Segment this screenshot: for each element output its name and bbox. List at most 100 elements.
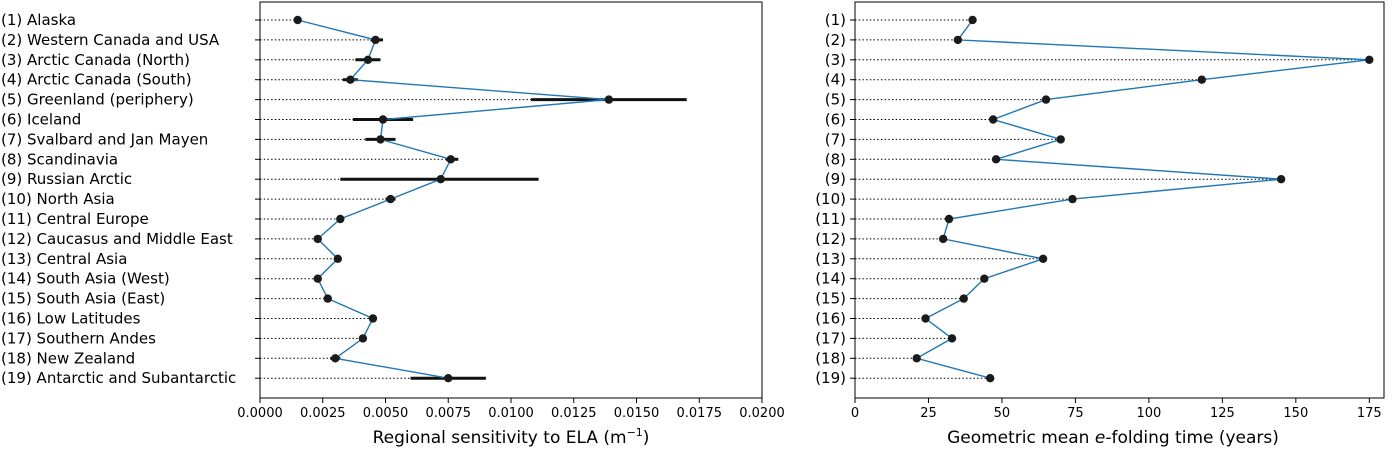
row-label: (8) bbox=[825, 150, 846, 168]
row-label: (6) bbox=[825, 111, 846, 129]
data-point bbox=[363, 55, 373, 64]
row-label: (5) bbox=[825, 91, 846, 109]
x-tick-label: 0.0200 bbox=[739, 406, 785, 421]
row-label: (7) bbox=[825, 130, 846, 148]
data-point bbox=[953, 35, 963, 45]
row-label: (17) Southern Andes bbox=[1, 329, 156, 347]
data-point bbox=[1276, 175, 1286, 184]
data-point bbox=[323, 294, 332, 303]
row-label: (7) Svalbard and Jan Mayen bbox=[1, 130, 208, 148]
data-point bbox=[912, 354, 921, 363]
data-point bbox=[386, 194, 395, 204]
x-tick-label: 0.0175 bbox=[677, 406, 723, 421]
x-tick-label: 0.0025 bbox=[300, 406, 346, 421]
row-label: (18) New Zealand bbox=[1, 349, 135, 367]
row-label: (3) bbox=[825, 51, 846, 69]
row-label: (10) bbox=[815, 190, 846, 208]
row-label: (4) bbox=[825, 71, 846, 89]
x-tick-label: 75 bbox=[1067, 406, 1084, 421]
panel-efolding: (1) (2) (3) (4) (5) (6)(7) (8) (9) (10) (11) (12) (… bbox=[815, 1, 1385, 448]
x-tick-label: 0.0000 bbox=[237, 406, 283, 421]
data-point bbox=[444, 374, 453, 383]
x-tick-label: 0.0100 bbox=[488, 406, 534, 421]
data-point bbox=[1068, 194, 1077, 204]
x-tick-label: 0.0150 bbox=[614, 406, 660, 421]
data-point bbox=[991, 155, 1001, 164]
row-label: (19) bbox=[815, 369, 846, 387]
data-point bbox=[346, 75, 355, 84]
data-point bbox=[988, 115, 998, 124]
row-label: (13) Central Asia bbox=[1, 250, 127, 268]
data-point bbox=[980, 274, 989, 283]
data-point bbox=[436, 175, 445, 184]
row-label: (14) South Asia (West) bbox=[1, 270, 170, 288]
row-label: (1) bbox=[825, 11, 846, 29]
data-point bbox=[1041, 95, 1051, 104]
data-point bbox=[368, 314, 378, 323]
row-label: (19) Antarctic and Subantarctic bbox=[1, 369, 236, 387]
row-label: (2) Western Canada and USA bbox=[1, 31, 220, 49]
data-point bbox=[959, 294, 968, 303]
row-label: (4) Arctic Canada (South) bbox=[1, 71, 192, 89]
x-tick-label: 175 bbox=[1357, 406, 1382, 421]
data-point bbox=[944, 214, 954, 224]
row-label: (11) Central Europe bbox=[1, 210, 149, 228]
row-label: (2) bbox=[825, 31, 846, 49]
data-point bbox=[376, 135, 385, 144]
data-point bbox=[1038, 254, 1048, 263]
row-label: (6) Iceland bbox=[1, 111, 81, 129]
row-label: (13) bbox=[815, 250, 846, 268]
data-point bbox=[968, 15, 977, 25]
data-point bbox=[313, 234, 322, 244]
x-tick-label: 125 bbox=[1210, 406, 1235, 421]
row-label: (15) South Asia (East) bbox=[1, 290, 165, 308]
row-label: (5) Greenland (periphery) bbox=[1, 91, 194, 109]
x-axis-label: Regional sensitivity to ELA (m−1) bbox=[373, 426, 650, 448]
x-tick-label: 0 bbox=[851, 406, 859, 421]
data-point bbox=[446, 155, 455, 164]
row-label: (9) bbox=[825, 170, 846, 188]
row-label: (3) Arctic Canada (North) bbox=[1, 51, 190, 69]
data-point bbox=[947, 334, 957, 343]
row-label: (10) North Asia bbox=[1, 190, 115, 208]
row-label: (16) Low Latitudes bbox=[1, 310, 141, 328]
data-point bbox=[1365, 55, 1374, 64]
data-point bbox=[1197, 75, 1206, 84]
row-label: (12) Caucasus and Middle East bbox=[1, 230, 233, 248]
row-label: (1) Alaska bbox=[1, 11, 76, 29]
data-point bbox=[336, 214, 345, 224]
panel-sensitivity: (1) Alaska (2) Western Canada and USA (3) … bbox=[1, 1, 785, 448]
data-point bbox=[378, 115, 388, 124]
x-tick-label: 100 bbox=[1136, 406, 1161, 421]
row-label: (9) Russian Arctic bbox=[1, 170, 132, 188]
plot-frame bbox=[854, 1, 1385, 399]
row-label: (16) bbox=[815, 310, 846, 328]
row-label: (14) bbox=[815, 270, 846, 288]
x-tick-label: 150 bbox=[1283, 406, 1308, 421]
x-tick-label: 0.0050 bbox=[363, 406, 409, 421]
x-tick-label: 25 bbox=[920, 406, 937, 421]
x-axis-label: Geometric mean e-folding time (years) bbox=[947, 428, 1279, 448]
row-label: (18) bbox=[815, 349, 846, 367]
data-point bbox=[333, 254, 343, 263]
x-tick-label: 0.0125 bbox=[551, 406, 597, 421]
data-point bbox=[358, 334, 368, 343]
data-point bbox=[938, 234, 948, 244]
data-point bbox=[1056, 135, 1065, 144]
row-label: (15) bbox=[815, 290, 846, 308]
x-tick-label: 50 bbox=[994, 406, 1011, 421]
data-point bbox=[313, 274, 322, 283]
series-line bbox=[297, 19, 609, 379]
data-point bbox=[371, 35, 380, 45]
data-point bbox=[985, 374, 995, 383]
row-label: (12) bbox=[815, 230, 846, 248]
data-point bbox=[921, 314, 930, 323]
data-point bbox=[293, 15, 302, 25]
row-label: (17) bbox=[815, 329, 846, 347]
row-label: (8) Scandinavia bbox=[1, 150, 118, 168]
data-point bbox=[604, 95, 614, 104]
x-tick-label: 0.0075 bbox=[426, 406, 472, 421]
row-label: (11) bbox=[815, 210, 846, 228]
